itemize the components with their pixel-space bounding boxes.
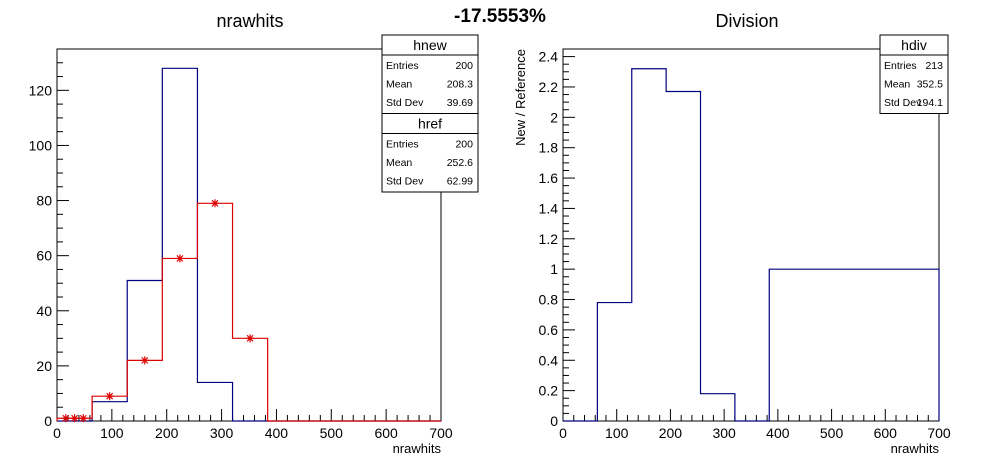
- right-y-tick-label: 1.6: [539, 170, 559, 186]
- left-y-tick-label: 100: [29, 137, 53, 153]
- right-y-tick-label: 0.2: [539, 383, 559, 399]
- right-x-tick-label: 0: [559, 425, 567, 441]
- left-href-marker: [70, 414, 79, 423]
- left-stats-label: Mean: [386, 79, 412, 91]
- left-stats-value: 62.99: [447, 176, 473, 188]
- left-y-tick-label: 20: [36, 358, 52, 374]
- left-x-tick-label: 400: [265, 425, 289, 441]
- right-y-tick-label: 1: [550, 261, 558, 277]
- left-href-marker: [61, 414, 70, 423]
- left-href-marker: [246, 334, 255, 343]
- right-plot-area: 0 100 200 300 400 500 600 700 0 0.2 0.4 0.6 0.8 1 1.2 1…: [513, 48, 951, 456]
- right-y-tick-label: 2: [550, 109, 558, 125]
- left-chart-title: nrawhits: [216, 11, 283, 31]
- left-x-tick-label: 100: [100, 425, 124, 441]
- right-stats-value: 194.1: [917, 97, 943, 109]
- right-y-tick-label: 2.2: [539, 79, 559, 95]
- left-stats-label: Mean: [386, 157, 412, 169]
- left-x-tick-label: 500: [320, 425, 344, 441]
- left-y-tick-label: 40: [36, 303, 52, 319]
- left-stats-value: 39.69: [447, 97, 473, 109]
- left-stats-title: href: [418, 116, 442, 132]
- left-stats-label: Std Dev: [386, 176, 424, 188]
- left-stats-value: 252.6: [447, 157, 473, 169]
- left-stats-label: Entries: [386, 139, 419, 151]
- right-x-tick-label: 200: [659, 425, 683, 441]
- right-stats-label: Entries: [884, 60, 917, 72]
- left-stats-value: 200: [455, 60, 473, 72]
- right-y-tick-label: 1.8: [539, 140, 559, 156]
- left-x-tick-label: 200: [155, 425, 179, 441]
- right-x-axis-label: nrawhits: [891, 441, 940, 456]
- left-x-tick-label: 300: [210, 425, 234, 441]
- left-series-href: [56, 202, 441, 422]
- left-stats-box-hnew: [381, 34, 479, 114]
- right-y-tick-label: 0.6: [539, 322, 559, 338]
- right-y-tick-label: 0: [550, 413, 558, 429]
- left-stats-label: Std Dev: [386, 97, 424, 109]
- left-x-tick-label: 600: [374, 425, 398, 441]
- left-stats-boxes: hnew Entries 200 Mean 208.3 Std Dev 39.69 href E…: [381, 34, 479, 193]
- right-stats-box-hdiv: [879, 34, 949, 114]
- right-y-axis-label: New / Reference: [513, 49, 528, 146]
- left-stats-value: 208.3: [447, 79, 473, 91]
- left-href-marker: [175, 254, 184, 263]
- left-stats-title: hnew: [413, 37, 447, 53]
- right-y-tick-label: 2.4: [539, 49, 559, 65]
- left-plot-area: 0 100 200 300 400 500 600 700 0 20 40 60 80 100 120 nra…: [29, 48, 453, 456]
- left-href-marker: [210, 199, 219, 208]
- left-y-tick-label: 0: [44, 413, 52, 429]
- left-href-marker: [79, 414, 88, 423]
- right-x-tick-label: 400: [766, 425, 790, 441]
- right-x-tick-label: 500: [820, 425, 844, 441]
- left-y-tick-label: 80: [36, 193, 52, 209]
- right-y-tick-label: 0.8: [539, 292, 559, 308]
- left-x-tick-label: 700: [429, 425, 453, 441]
- left-stats-value: 200: [455, 139, 473, 151]
- right-x-tick-label: 600: [874, 425, 898, 441]
- left-stats-box-href: [381, 113, 479, 193]
- right-x-tick-label: 100: [605, 425, 629, 441]
- right-chart-title: Division: [715, 11, 778, 31]
- left-chart: nrawhits 0 100 200 300 400 500 600 700 0 20 40 60 80…: [29, 11, 479, 456]
- left-y-tick-label: 120: [29, 82, 53, 98]
- right-x-tick-label: 700: [927, 425, 951, 441]
- right-stats-value: 352.5: [917, 79, 943, 91]
- left-y-tick-label: 60: [36, 248, 52, 264]
- right-stats-label: Std Dev: [884, 97, 922, 109]
- right-chart: Division 0 100 200 300 400 500 600 700 0 0.2 0.4 0.…: [513, 11, 951, 456]
- left-href-marker: [140, 356, 149, 365]
- ratio-percentage: -17.5553%: [454, 6, 546, 27]
- right-stats-title: hdiv: [901, 37, 927, 53]
- right-series-hdiv: [563, 68, 940, 422]
- left-href-marker: [105, 392, 114, 401]
- left-x-axis-label: nrawhits: [393, 441, 442, 456]
- right-y-tick-label: 1.4: [539, 200, 559, 216]
- right-stats-value: 213: [925, 60, 943, 72]
- right-y-tick-label: 1.2: [539, 231, 559, 247]
- right-x-tick-label: 300: [712, 425, 736, 441]
- right-y-tick-label: 0.4: [539, 352, 559, 368]
- right-stats-label: Mean: [884, 79, 910, 91]
- left-x-tick-label: 0: [53, 425, 61, 441]
- left-stats-label: Entries: [386, 60, 419, 72]
